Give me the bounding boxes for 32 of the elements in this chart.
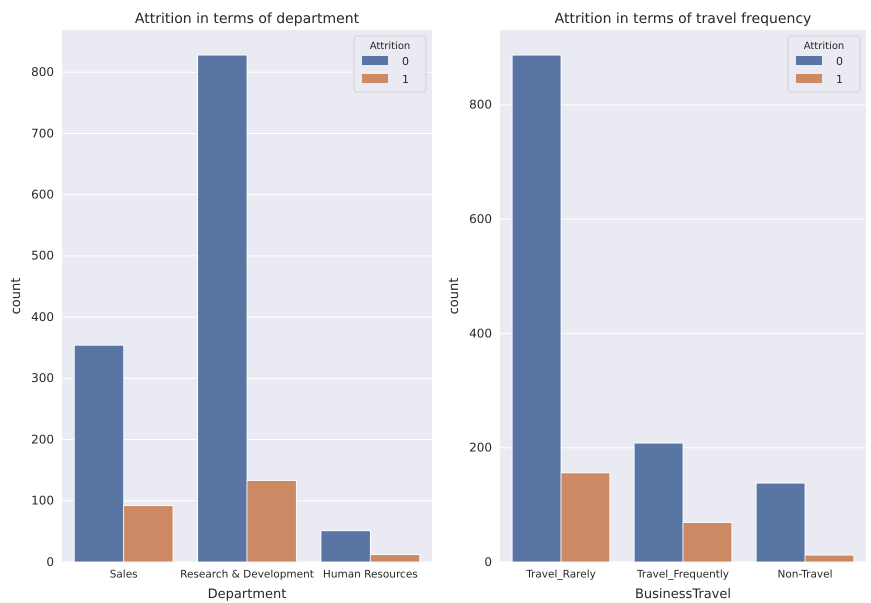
y-tick-label: 600 [31, 188, 54, 202]
chart-title: Attrition in terms of department [134, 11, 360, 27]
x-axis-title: BusinessTravel [635, 587, 731, 602]
x-axis-title: Department [208, 587, 286, 602]
y-tick-label: 800 [469, 98, 492, 112]
y-tick-label: 700 [31, 126, 54, 140]
y-tick-label: 0 [46, 554, 54, 569]
y-axis-title: count [447, 278, 462, 314]
y-tick-label: 800 [31, 65, 54, 80]
y-axis-title: count [9, 278, 24, 314]
x-tick-label: Travel_Rarely [525, 568, 596, 580]
y-tick-label: 0 [484, 554, 492, 569]
y-tick-label: 400 [31, 310, 54, 324]
legend-title: Attrition [370, 41, 410, 52]
y-tick-label: 200 [469, 440, 492, 455]
legend-label: 0 [402, 55, 409, 68]
y-tick-label: 200 [31, 432, 54, 446]
chart-title: Attrition in terms of travel frequency [554, 11, 812, 27]
legend-label: 0 [836, 55, 843, 68]
legend-title: Attrition [804, 41, 844, 52]
x-tick-label: Human Resources [322, 568, 418, 580]
x-tick-label: Non-Travel [778, 568, 832, 580]
y-tick-label: 600 [469, 212, 492, 226]
x-tick-label: Travel_Frequently [636, 568, 729, 580]
y-tick-label: 400 [469, 326, 492, 340]
x-tick-label: Sales [110, 568, 138, 580]
y-tick-label: 100 [31, 494, 54, 508]
legend-label: 1 [402, 73, 409, 86]
x-tick-label: Research & Development [180, 568, 314, 580]
y-tick-label: 500 [31, 248, 54, 263]
legend-label: 1 [836, 73, 843, 86]
y-tick-label: 300 [31, 371, 54, 386]
